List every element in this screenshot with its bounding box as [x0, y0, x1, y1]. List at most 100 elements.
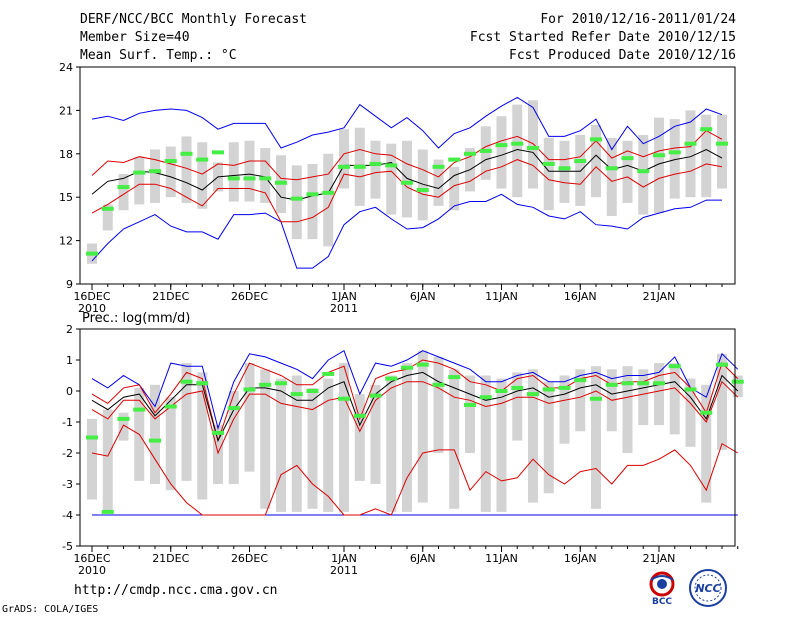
prec-box	[685, 378, 696, 447]
prec-max-line	[91, 349, 739, 430]
prec-xtick-label: 6JAN	[410, 552, 436, 565]
prec-ytick-label: 2	[66, 323, 73, 336]
temp-max-line	[91, 96, 723, 151]
temp-observed-mark	[401, 180, 413, 185]
prec-box	[307, 387, 318, 509]
prec-xtick-label: 11JAN	[485, 552, 518, 565]
temp-observed-mark	[353, 164, 366, 169]
prec-observed-mark	[542, 387, 555, 392]
temp-box	[654, 117, 664, 214]
temp-box	[685, 110, 696, 198]
temp-observed-mark	[338, 164, 350, 169]
prec-box	[717, 353, 727, 450]
prec-box	[732, 375, 743, 398]
temp-observed-mark	[621, 156, 634, 161]
temp-box	[543, 137, 554, 211]
prec-box	[165, 397, 176, 491]
temp-observed-mark	[322, 190, 335, 195]
temp-box	[323, 153, 334, 247]
temp-box	[669, 119, 680, 199]
prec-box	[496, 378, 507, 512]
prec-observed-mark	[432, 382, 445, 387]
temp-observed-mark	[227, 176, 240, 181]
temp-ytick-label: 9	[66, 278, 73, 291]
temp-ytick-label: 24	[59, 61, 73, 74]
prec-observed-mark	[590, 396, 602, 401]
temp-box	[496, 116, 507, 189]
prec-box	[370, 384, 381, 484]
start-date: Fcst Started Refer Date 2010/12/15	[469, 30, 736, 45]
temp-observed-mark	[180, 151, 193, 156]
prec-observed-mark	[227, 406, 240, 411]
temp-box	[480, 126, 491, 180]
prec-box	[354, 394, 365, 481]
prec-observed-mark	[621, 381, 634, 386]
temp-box	[701, 114, 712, 198]
prec-p5-line	[91, 424, 739, 516]
temp-observed-mark	[369, 161, 382, 166]
prec-observed-mark	[574, 378, 587, 383]
source-url[interactable]: http://cmdp.ncc.cma.gov.cn	[74, 583, 278, 598]
prec-box	[622, 366, 633, 453]
temp-observed-mark	[117, 185, 130, 190]
prec-box	[87, 418, 97, 500]
prec-xtick-sublabel: 2011	[330, 564, 358, 577]
prec-box	[276, 378, 286, 512]
temp-observed-mark	[684, 141, 697, 146]
prec-ytick-label: -2	[62, 447, 73, 460]
prec-box	[528, 369, 538, 503]
prec-p10-line	[91, 380, 739, 455]
prec-box	[102, 409, 113, 512]
temp-box	[386, 143, 397, 215]
temp-observed-mark	[243, 176, 256, 181]
prec-observed-mark	[495, 389, 508, 393]
prec-observed-mark	[164, 404, 177, 409]
prec-observed-mark	[133, 407, 146, 412]
prec-ytick-label: 1	[66, 354, 73, 367]
temp-box	[228, 142, 239, 202]
prec-box	[449, 369, 460, 509]
temp-observed-mark	[574, 159, 587, 164]
prec-observed-mark	[448, 375, 461, 380]
prec-observed-mark	[86, 435, 98, 440]
temp-box	[622, 140, 633, 203]
prec-panel-title: Prec.: log(mm/d)	[82, 311, 190, 326]
prec-observed-mark	[306, 389, 319, 393]
temp-observed-mark	[196, 157, 209, 162]
temp-observed-mark	[668, 150, 681, 155]
temp-xtick-label: 16JAN	[564, 290, 597, 303]
temp-observed-mark	[133, 170, 146, 175]
temp-observed-mark	[653, 153, 665, 158]
temp-xtick-label: 11JAN	[485, 290, 518, 303]
prec-observed-mark	[149, 438, 161, 443]
prec-box	[339, 363, 349, 512]
temp-observed-mark	[212, 150, 224, 155]
prec-observed-mark	[196, 381, 209, 386]
temp-box	[417, 149, 428, 221]
temp-min-line	[91, 193, 722, 269]
produced-date: Fcst Produced Date 2010/12/16	[509, 48, 736, 63]
prec-box	[386, 375, 397, 512]
prec-observed-mark	[385, 376, 398, 381]
temp-box	[150, 149, 160, 203]
prec-box	[402, 363, 412, 512]
prec-observed-mark	[527, 392, 539, 397]
temp-box	[370, 140, 381, 199]
prec-box	[559, 375, 570, 444]
temp-observed-mark	[432, 164, 445, 169]
forecast-period: For 2010/12/16-2011/01/24	[540, 12, 736, 27]
temp-box	[181, 136, 192, 203]
temp-box	[433, 159, 444, 206]
bcc-logo: BCC	[649, 571, 675, 606]
temp-ytick-label: 21	[59, 104, 73, 117]
temp-observed-mark	[259, 176, 272, 181]
prec-xtick-label: 1JAN	[331, 552, 357, 565]
temp-observed-mark	[637, 169, 650, 174]
prec-xtick-sublabel: 2010	[78, 564, 106, 577]
prec-box	[591, 366, 601, 509]
prec-xtick-label: 21DEC	[152, 552, 189, 565]
temp-observed-mark	[479, 148, 492, 153]
prec-observed-mark	[416, 362, 429, 367]
temp-box	[339, 129, 349, 189]
